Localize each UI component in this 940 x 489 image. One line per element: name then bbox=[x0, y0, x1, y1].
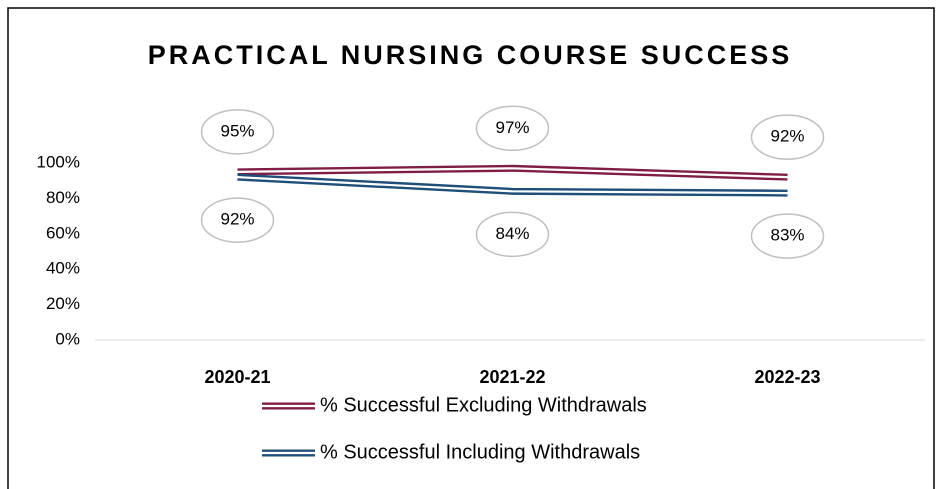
x-tick-label: 2020-21 bbox=[204, 367, 270, 387]
data-label-bubble bbox=[475, 105, 550, 152]
y-tick-label: 20% bbox=[46, 294, 80, 313]
y-tick-label: 0% bbox=[55, 329, 80, 348]
data-label: 97% bbox=[495, 118, 529, 137]
data-label: 83% bbox=[770, 226, 804, 245]
data-label-bubble bbox=[750, 213, 825, 259]
legend-label: % Successful Including Withdrawals bbox=[320, 441, 640, 463]
series-line-gap bbox=[237, 176, 788, 195]
data-label-bubble bbox=[475, 211, 550, 258]
data-label: 84% bbox=[495, 224, 529, 243]
data-label-bubble bbox=[200, 197, 275, 243]
y-tick-label: 60% bbox=[46, 223, 80, 242]
data-label: 92% bbox=[220, 210, 254, 229]
series-line-gap bbox=[237, 167, 788, 179]
x-tick-label: 2021-22 bbox=[479, 367, 545, 387]
data-label-bubble bbox=[750, 114, 825, 160]
x-tick-label: 2022-23 bbox=[754, 367, 820, 387]
data-label: 95% bbox=[220, 121, 254, 140]
chart-title: PRACTICAL NURSING COURSE SUCCESS bbox=[148, 40, 793, 70]
data-label-bubble bbox=[200, 109, 275, 155]
data-label: 92% bbox=[770, 127, 804, 146]
y-tick-label: 40% bbox=[46, 259, 80, 278]
y-tick-label: 80% bbox=[46, 188, 80, 207]
legend-label: % Successful Excluding Withdrawals bbox=[320, 394, 647, 416]
y-tick-label: 100% bbox=[37, 152, 80, 171]
